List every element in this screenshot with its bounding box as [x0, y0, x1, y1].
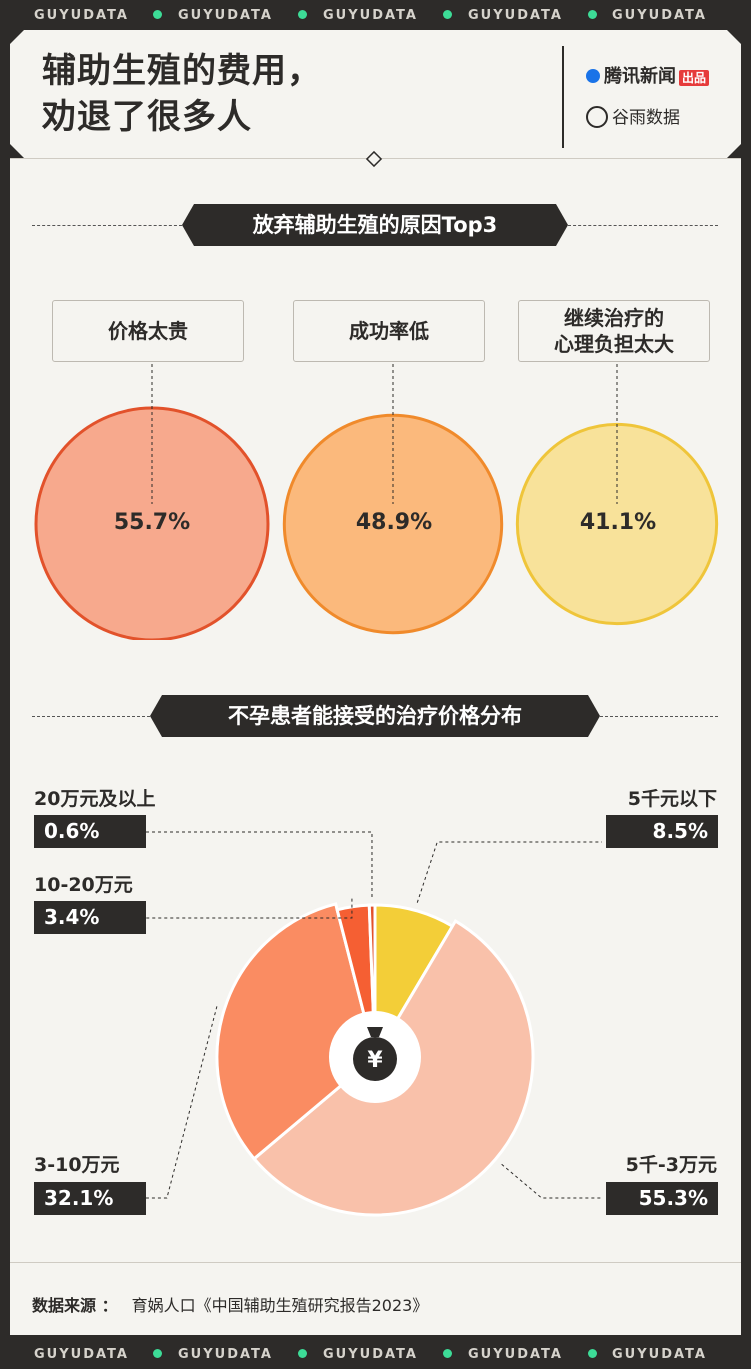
pie-label-name-2: 5千-3万元 — [625, 1154, 717, 1176]
section1-dash-left — [32, 225, 182, 226]
brand-strip-text: GUYUDATA — [468, 8, 563, 23]
infographic-paper: 辅助生殖的费用， 劝退了很多人 腾讯新闻 出品 谷雨数据 放弃辅助生殖的原因Top… — [10, 30, 741, 1335]
title-line-2: 劝退了很多人 — [42, 97, 252, 137]
corner-icon — [10, 144, 24, 158]
pie-label-value-2: 55.3% — [606, 1182, 718, 1215]
reason-box-3: 继续治疗的 心理负担太大 — [518, 300, 710, 362]
pie-leader-line — [140, 1006, 218, 1199]
dot-icon — [588, 10, 597, 19]
reason-label: 成功率低 — [349, 319, 429, 343]
source-label: 数据来源 ： — [32, 1296, 118, 1315]
reason-bubble-chart — [34, 364, 719, 640]
brand-strip-text: GUYUDATA — [323, 8, 418, 23]
brand-strip-text: GUYUDATA — [612, 8, 707, 23]
yuan-symbol: ¥ — [367, 1048, 383, 1073]
reason-value-3: 41.1% — [579, 510, 657, 535]
brand-strip-text: GUYUDATA — [34, 8, 129, 23]
reason-label: 继续治疗的 — [564, 306, 664, 330]
pie-label-value-1: 8.5% — [606, 815, 718, 848]
pie-leader-line — [140, 898, 353, 919]
brand-strip-bottom: GUYUDATA GUYUDATA GUYUDATA GUYUDATA GUYU… — [0, 1339, 751, 1369]
dot-icon — [588, 1349, 597, 1358]
title-line-1: 辅助生殖的费用， — [42, 51, 322, 91]
reason-label-line2: 心理负担太大 — [554, 332, 674, 356]
header-divider — [562, 46, 564, 148]
logo1-text: 腾讯新闻 — [604, 66, 676, 87]
brand-strip-text: GUYUDATA — [468, 1347, 563, 1362]
pie-label-name-1: 5千元以下 — [627, 788, 717, 810]
source-text: 育娲人口《中国辅助生殖研究报告2023》 — [131, 1296, 429, 1315]
pie-label-value-5: 0.6% — [34, 815, 146, 848]
section1-title: 放弃辅助生殖的原因Top3 — [182, 204, 568, 246]
reason-bubble — [282, 413, 504, 635]
dot-icon — [443, 1349, 452, 1358]
guyu-seal-icon — [586, 106, 608, 128]
tencent-news-icon — [586, 69, 600, 83]
source-note: 数据来源 ： 育娲人口《中国辅助生殖研究报告2023》 — [32, 1292, 428, 1316]
money-bag-body — [353, 1037, 397, 1081]
brand-strip-text: GUYUDATA — [178, 8, 273, 23]
corner-icon — [727, 30, 741, 44]
price-distribution-pie: ¥ — [140, 831, 602, 1217]
pie-leader-line — [140, 831, 373, 898]
dot-icon — [298, 1349, 307, 1358]
pie-label-value-3: 32.1% — [34, 1182, 146, 1215]
pie-label-name-4: 10-20万元 — [34, 874, 133, 896]
dot-icon — [443, 10, 452, 19]
dot-icon — [298, 10, 307, 19]
header-corners — [10, 30, 741, 168]
page-title: 辅助生殖的费用， 劝退了很多人 — [42, 48, 322, 140]
reason-box-1: 价格太贵 — [52, 300, 244, 362]
pie-label-name-5: 20万元及以上 — [34, 788, 156, 810]
pie-leader-line — [501, 1163, 602, 1199]
header: 辅助生殖的费用， 劝退了很多人 腾讯新闻 出品 谷雨数据 — [10, 30, 741, 168]
logo1-tag: 出品 — [679, 70, 710, 86]
footer-divider — [10, 1262, 741, 1263]
diamond-icon — [365, 150, 383, 168]
section1-dash-right — [568, 225, 718, 226]
tencent-news-logo: 腾讯新闻 出品 — [586, 62, 710, 88]
reason-label: 价格太贵 — [108, 319, 188, 343]
pie-label-name-3: 3-10万元 — [34, 1154, 120, 1176]
section2-title: 不孕患者能接受的治疗价格分布 — [150, 695, 600, 737]
reason-value-1: 55.7% — [113, 510, 191, 535]
corner-icon — [727, 144, 741, 158]
brand-strip-text: GUYUDATA — [323, 1347, 418, 1362]
reason-value-2: 48.9% — [355, 510, 433, 535]
reason-box-2: 成功率低 — [293, 300, 485, 362]
dot-icon — [153, 1349, 162, 1358]
pie-leader-line — [416, 841, 602, 903]
corner-icon — [10, 30, 24, 44]
brand-strip-text: GUYUDATA — [178, 1347, 273, 1362]
money-bag-knot — [367, 1027, 383, 1037]
brand-strip-text: GUYUDATA — [612, 1347, 707, 1362]
section2-dash-right — [600, 716, 718, 717]
brand-strip-top: GUYUDATA GUYUDATA GUYUDATA GUYUDATA GUYU… — [0, 0, 751, 30]
pie-label-value-4: 3.4% — [34, 901, 146, 934]
logo2-text: 谷雨数据 — [612, 108, 680, 128]
money-bag-yuan-icon: ¥ — [353, 1027, 397, 1081]
guyu-data-logo: 谷雨数据 — [586, 103, 680, 128]
brand-strip-text: GUYUDATA — [34, 1347, 129, 1362]
section2-dash-left — [32, 716, 150, 717]
dot-icon — [153, 10, 162, 19]
